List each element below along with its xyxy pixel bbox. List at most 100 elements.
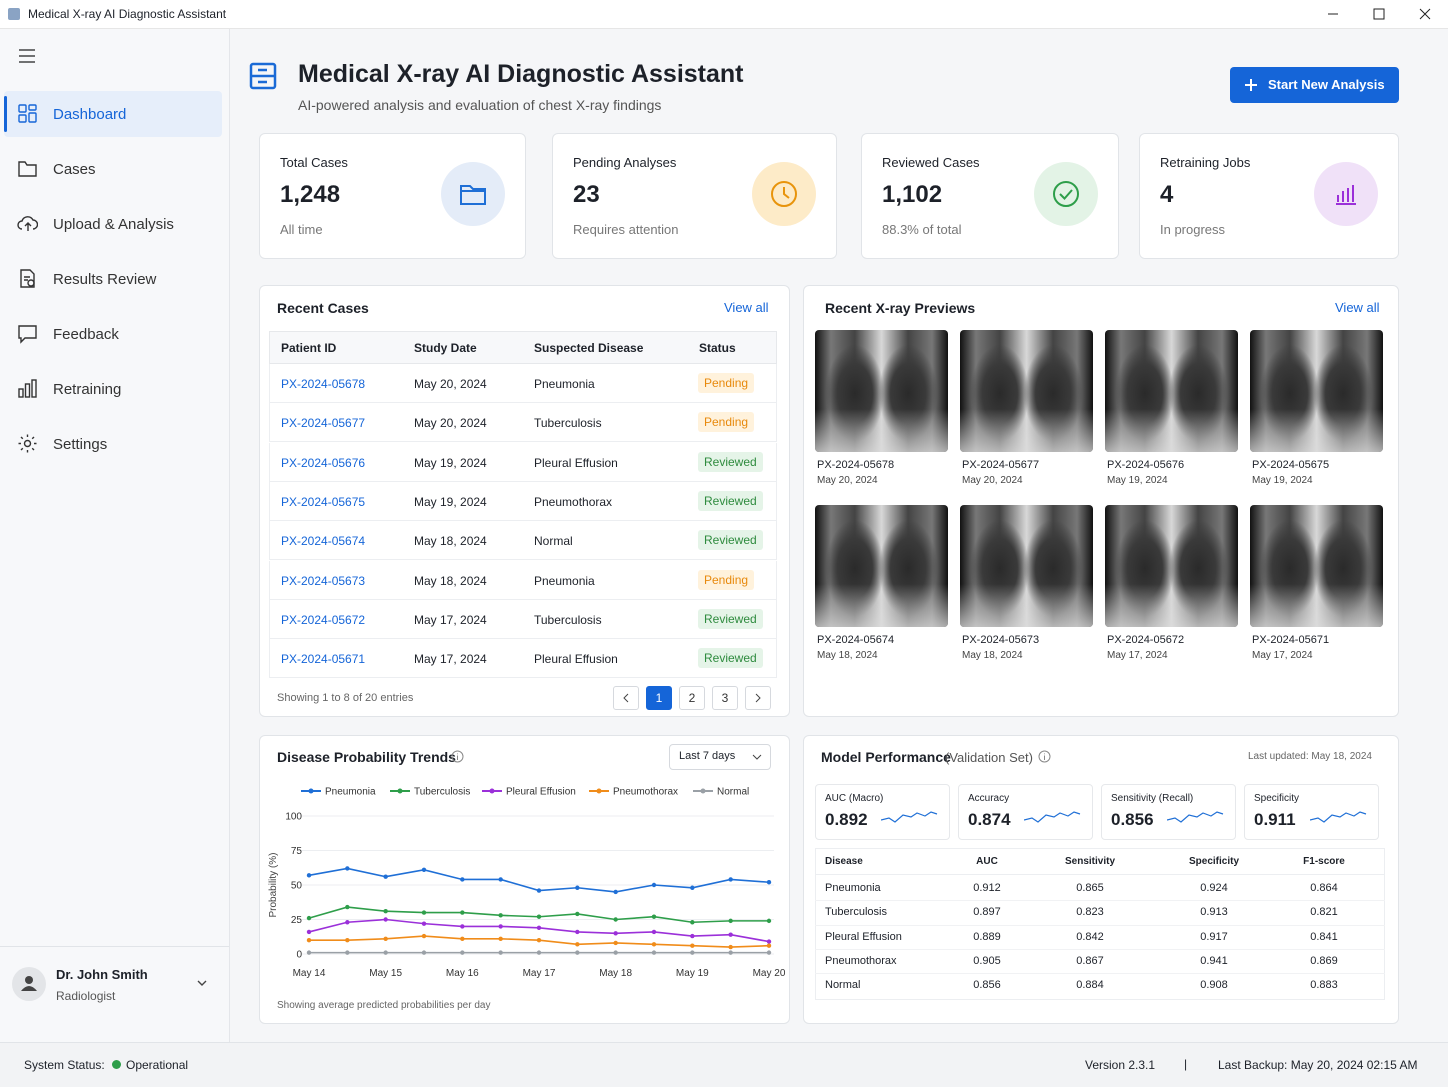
x-tick-label: May 17 — [523, 968, 556, 979]
data-point — [383, 936, 388, 942]
page-next[interactable] — [745, 686, 771, 710]
nav-item[interactable]: Results Review — [53, 271, 157, 288]
stat-value: 23 — [573, 181, 600, 208]
nav-item[interactable]: Cases — [53, 161, 96, 178]
page-button[interactable] — [712, 686, 738, 710]
range-select[interactable] — [669, 744, 771, 770]
patient-id-link[interactable]: PX-2024-05672 — [281, 612, 366, 627]
perf-cell: 0.912 — [973, 882, 1001, 894]
column-header: Suspected Disease — [534, 341, 644, 355]
data-point — [498, 913, 503, 918]
status-badge: Reviewed — [698, 530, 763, 551]
trend-chart: 0 25 50 75 100 Probability (%) May 14 May 15 May… — [268, 787, 786, 980]
previews-view-all[interactable]: View all — [1335, 300, 1380, 315]
page-number[interactable]: 1 — [655, 691, 663, 705]
data-point — [690, 920, 695, 925]
patient-id-link[interactable]: PX-2024-05671 — [281, 652, 366, 667]
xray-thumbnail[interactable] — [960, 505, 1093, 627]
data-point — [306, 873, 312, 878]
preview-id: PX-2024-05672 — [1107, 634, 1185, 646]
table-cell: Tuberculosis — [534, 416, 602, 431]
preview-date: May 20, 2024 — [962, 475, 1023, 486]
nav-item[interactable]: Settings — [53, 436, 108, 453]
patient-id-link[interactable]: PX-2024-05673 — [281, 573, 366, 588]
page-button[interactable] — [679, 686, 705, 710]
data-point — [575, 911, 580, 917]
column-header: Study Date — [414, 341, 477, 355]
status-bar — [0, 1042, 1448, 1087]
data-point — [651, 882, 657, 888]
patient-id-link[interactable]: PX-2024-05678 — [281, 377, 366, 391]
xray-thumbnail[interactable] — [1250, 505, 1383, 627]
perf-cell: 0.865 — [1076, 882, 1104, 894]
table-header-bg — [269, 331, 777, 364]
nav-item[interactable]: Retraining — [53, 381, 122, 398]
data-point — [345, 920, 350, 925]
perf-table-frame — [815, 848, 1385, 1000]
maximize[interactable] — [1373, 8, 1385, 20]
user-menu[interactable] — [196, 979, 208, 987]
column-header: Status — [699, 341, 736, 355]
stat-value: 4 — [1160, 181, 1174, 208]
data-point — [383, 909, 388, 914]
stat-label: Total Cases — [280, 155, 348, 170]
info-icon[interactable] — [1038, 750, 1051, 763]
nav-item[interactable]: Dashboard — [53, 106, 127, 123]
close[interactable] — [1419, 8, 1431, 20]
data-point — [460, 936, 465, 942]
perf-cell: 0.897 — [973, 906, 1001, 919]
window-controls[interactable] — [1320, 0, 1448, 28]
table-cell: May 20, 2024 — [414, 416, 487, 431]
range-label[interactable]: Last 7 days — [679, 750, 736, 762]
data-point — [383, 950, 388, 955]
xray-thumbnail[interactable] — [1105, 330, 1238, 452]
y-axis-title: Probability (%) — [268, 852, 279, 917]
menu-button[interactable] — [18, 48, 36, 64]
xray-thumbnail[interactable] — [815, 330, 948, 452]
nav-item[interactable]: Feedback — [53, 326, 119, 343]
xray-thumbnail[interactable] — [1250, 330, 1383, 452]
perf-column-header: AUC — [976, 856, 998, 867]
last-updated: Last updated: May 18, 2024 — [1248, 751, 1372, 762]
xray-thumbnail[interactable] — [960, 330, 1093, 452]
perf-header-divider — [815, 874, 1385, 875]
table-row — [269, 639, 777, 679]
y-tick-label: 75 — [291, 846, 303, 857]
patient-id-link[interactable]: PX-2024-05675 — [281, 494, 366, 509]
xray-thumbnail[interactable] — [815, 505, 948, 627]
data-point — [498, 924, 503, 929]
preview-date: May 17, 2024 — [1252, 650, 1313, 661]
nav-active-bg[interactable] — [4, 91, 222, 137]
data-point — [690, 950, 695, 955]
data-point — [460, 924, 465, 929]
page-number[interactable]: 2 — [688, 691, 696, 705]
preview-id: PX-2024-05671 — [1252, 634, 1330, 646]
sparkline — [1024, 811, 1081, 823]
performance-subtitle: (Validation Set) — [945, 750, 1033, 765]
start-analysis-button[interactable] — [1230, 67, 1399, 103]
perf-cell: 0.905 — [973, 954, 1001, 967]
patient-id-link[interactable]: PX-2024-05674 — [281, 534, 366, 549]
stat-icon-bg — [1314, 162, 1378, 226]
xray-thumbnail[interactable] — [1105, 505, 1238, 627]
status-dot — [112, 1060, 121, 1069]
info-icon[interactable] — [451, 750, 464, 763]
page-button[interactable] — [646, 686, 672, 710]
recent-cases-view-all[interactable]: View all — [724, 300, 769, 315]
performance-card — [803, 735, 1399, 1024]
perf-cell: 0.908 — [1200, 979, 1228, 992]
page-number[interactable]: 3 — [721, 691, 729, 705]
patient-id-link[interactable]: PX-2024-05677 — [281, 416, 366, 431]
data-point — [345, 938, 350, 943]
nav-icon — [18, 379, 37, 398]
stat-label: Retraining Jobs — [1160, 155, 1251, 170]
start-analysis-label[interactable]: Start New Analysis — [1268, 77, 1385, 92]
x-tick-label: May 14 — [293, 968, 326, 979]
nav-item[interactable]: Upload & Analysis — [53, 216, 174, 233]
preview-date: May 17, 2024 — [1107, 650, 1168, 661]
patient-id-link[interactable]: PX-2024-05676 — [281, 455, 366, 470]
preview-date: May 19, 2024 — [1252, 475, 1313, 486]
page-prev[interactable] — [613, 686, 639, 710]
perf-cell: 0.821 — [1310, 906, 1338, 919]
stat-value: 1,248 — [280, 181, 341, 208]
